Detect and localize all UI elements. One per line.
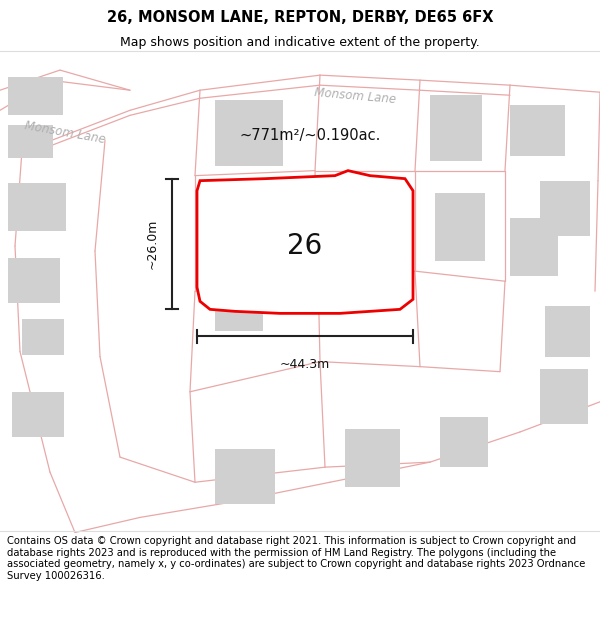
Bar <box>8 77 63 116</box>
Polygon shape <box>197 171 413 313</box>
Text: 26, MONSOM LANE, REPTON, DERBY, DE65 6FX: 26, MONSOM LANE, REPTON, DERBY, DE65 6FX <box>107 10 493 25</box>
Text: 26: 26 <box>287 232 323 260</box>
Text: Contains OS data © Crown copyright and database right 2021. This information is : Contains OS data © Crown copyright and d… <box>7 536 586 581</box>
Bar <box>435 192 485 261</box>
Text: Monsom Lane: Monsom Lane <box>314 86 397 106</box>
Bar <box>215 279 263 331</box>
Bar <box>8 258 60 303</box>
Text: Monsom Lane: Monsom Lane <box>23 119 107 146</box>
Text: ~771m²/~0.190ac.: ~771m²/~0.190ac. <box>239 128 380 143</box>
Text: ~26.0m: ~26.0m <box>146 219 158 269</box>
Text: Map shows position and indicative extent of the property.: Map shows position and indicative extent… <box>120 36 480 49</box>
Bar <box>215 182 267 241</box>
Bar <box>540 181 590 236</box>
Bar <box>510 218 558 276</box>
Bar <box>345 429 400 488</box>
Bar <box>215 100 283 166</box>
Text: ~44.3m: ~44.3m <box>280 358 330 371</box>
Bar <box>22 319 64 354</box>
Bar <box>540 369 588 424</box>
Bar <box>215 449 275 504</box>
Bar <box>510 105 565 156</box>
Bar <box>430 95 482 161</box>
Bar <box>8 126 53 158</box>
Bar <box>12 392 64 437</box>
Bar <box>545 306 590 357</box>
Bar <box>440 417 488 467</box>
Bar <box>8 182 66 231</box>
